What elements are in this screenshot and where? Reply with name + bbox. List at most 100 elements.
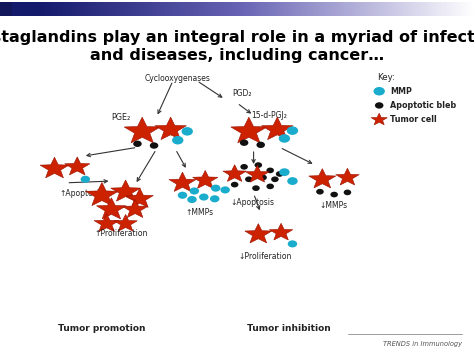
Bar bbox=[90, 2, 92, 16]
Text: Tumor inhibition: Tumor inhibition bbox=[247, 323, 331, 333]
Circle shape bbox=[240, 164, 248, 170]
Bar bbox=[65, 2, 67, 16]
Bar bbox=[76, 2, 78, 16]
Bar bbox=[327, 2, 329, 16]
Bar bbox=[376, 2, 378, 16]
Bar bbox=[24, 2, 26, 16]
Bar bbox=[41, 2, 43, 16]
Text: 15-d-PGJ₂: 15-d-PGJ₂ bbox=[251, 111, 287, 120]
Bar bbox=[234, 2, 236, 16]
Circle shape bbox=[211, 185, 220, 192]
Bar bbox=[338, 2, 340, 16]
Bar bbox=[20, 2, 23, 16]
Bar bbox=[160, 2, 162, 16]
Bar bbox=[25, 2, 27, 16]
Circle shape bbox=[287, 177, 298, 185]
Bar bbox=[32, 2, 34, 16]
Polygon shape bbox=[111, 180, 140, 201]
Bar bbox=[359, 2, 361, 16]
Circle shape bbox=[172, 136, 183, 144]
Circle shape bbox=[271, 176, 279, 182]
Bar bbox=[179, 2, 181, 16]
Bar bbox=[419, 2, 421, 16]
Bar bbox=[349, 2, 351, 16]
Bar bbox=[191, 2, 193, 16]
Bar bbox=[87, 2, 89, 16]
Bar bbox=[58, 2, 61, 16]
Bar bbox=[261, 2, 263, 16]
Bar bbox=[294, 2, 296, 16]
Circle shape bbox=[344, 190, 351, 195]
Bar bbox=[466, 2, 468, 16]
Circle shape bbox=[220, 186, 230, 193]
Bar bbox=[205, 2, 208, 16]
Polygon shape bbox=[336, 168, 359, 185]
Bar bbox=[49, 2, 51, 16]
Bar bbox=[449, 2, 451, 16]
Bar bbox=[397, 2, 399, 16]
Bar bbox=[447, 2, 449, 16]
Bar bbox=[310, 2, 312, 16]
Bar bbox=[19, 2, 21, 16]
Circle shape bbox=[316, 189, 324, 195]
Bar bbox=[63, 2, 65, 16]
Bar bbox=[243, 2, 246, 16]
Bar bbox=[136, 2, 138, 16]
Text: Cyclooxygenases: Cyclooxygenases bbox=[145, 73, 210, 83]
Bar bbox=[73, 2, 75, 16]
Bar bbox=[454, 2, 456, 16]
Bar bbox=[198, 2, 200, 16]
Bar bbox=[473, 2, 474, 16]
Bar bbox=[127, 2, 128, 16]
Bar bbox=[122, 2, 124, 16]
Polygon shape bbox=[155, 117, 186, 140]
Bar bbox=[251, 2, 253, 16]
Polygon shape bbox=[86, 182, 118, 206]
Bar bbox=[276, 2, 279, 16]
Circle shape bbox=[276, 171, 283, 177]
Circle shape bbox=[288, 240, 297, 247]
Bar bbox=[300, 2, 302, 16]
Bar bbox=[137, 2, 139, 16]
Text: Prostaglandins play an integral role in a myriad of infections: Prostaglandins play an integral role in … bbox=[0, 30, 474, 45]
Bar bbox=[123, 2, 125, 16]
Bar bbox=[469, 2, 471, 16]
Bar bbox=[330, 2, 332, 16]
Circle shape bbox=[259, 175, 267, 180]
Circle shape bbox=[266, 168, 274, 173]
Bar bbox=[30, 2, 32, 16]
Bar bbox=[82, 2, 84, 16]
Bar bbox=[118, 2, 120, 16]
Bar bbox=[226, 2, 228, 16]
Bar bbox=[286, 2, 288, 16]
Bar bbox=[341, 2, 343, 16]
Bar bbox=[150, 2, 152, 16]
Bar bbox=[305, 2, 307, 16]
Bar bbox=[366, 2, 369, 16]
Bar bbox=[193, 2, 195, 16]
Bar bbox=[404, 2, 407, 16]
Bar bbox=[155, 2, 157, 16]
Bar bbox=[253, 2, 255, 16]
Bar bbox=[144, 2, 146, 16]
Bar bbox=[133, 2, 135, 16]
Bar bbox=[221, 2, 223, 16]
Bar bbox=[27, 2, 29, 16]
Bar bbox=[104, 2, 106, 16]
Bar bbox=[465, 2, 466, 16]
Bar bbox=[265, 2, 267, 16]
Bar bbox=[248, 2, 250, 16]
Bar bbox=[74, 2, 76, 16]
Bar bbox=[85, 2, 87, 16]
Bar bbox=[311, 2, 313, 16]
Bar bbox=[364, 2, 365, 16]
Bar bbox=[456, 2, 459, 16]
Bar bbox=[1, 2, 4, 16]
Polygon shape bbox=[114, 214, 137, 231]
Text: TRENDS in Immunology: TRENDS in Immunology bbox=[383, 341, 462, 347]
Bar bbox=[28, 2, 30, 16]
Bar bbox=[46, 2, 48, 16]
Bar bbox=[93, 2, 95, 16]
Text: ↓Proliferation: ↓Proliferation bbox=[239, 252, 292, 261]
Bar bbox=[0, 2, 2, 16]
